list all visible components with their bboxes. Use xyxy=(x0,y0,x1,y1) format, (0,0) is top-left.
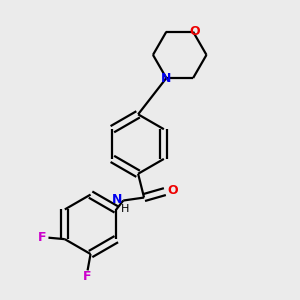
Text: N: N xyxy=(161,72,172,85)
Text: F: F xyxy=(38,231,46,244)
Text: F: F xyxy=(83,270,92,284)
Text: O: O xyxy=(167,184,178,196)
Text: N: N xyxy=(111,193,122,206)
Text: H: H xyxy=(121,203,129,214)
Text: O: O xyxy=(189,25,200,38)
